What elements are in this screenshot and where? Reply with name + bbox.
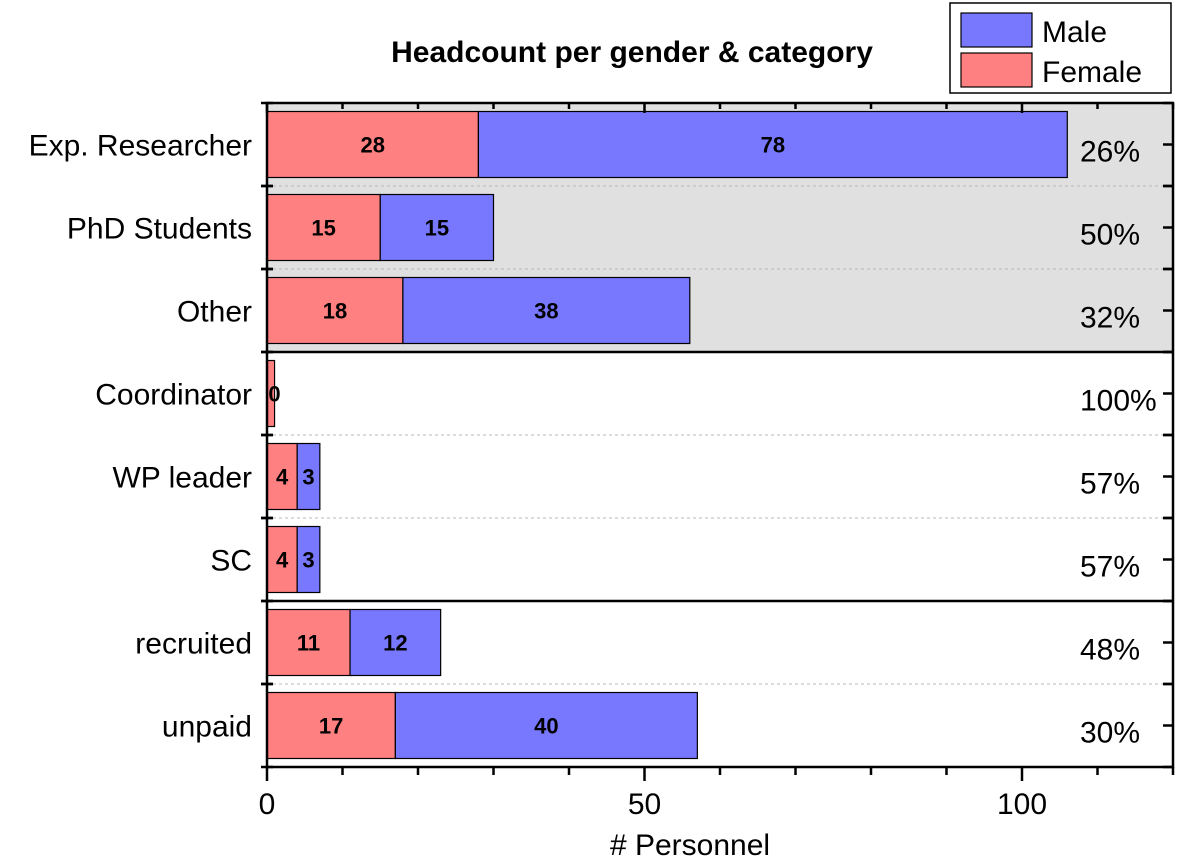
category-label-other: Other [177,296,252,329]
category-label-exp-researcher: Exp. Researcher [29,130,252,163]
category-label-sc: SC [210,545,252,578]
bar-value-female-other: 18 [323,299,347,324]
bar-value-female-recruited: 11 [297,631,320,656]
bars [266,110,1068,760]
grid-lines [267,185,1173,685]
legend-label-male: Male [1042,16,1107,49]
percent-label-exp-researcher: 26% [1080,136,1140,169]
bar-male-sc [296,525,321,594]
percent-label-sc: 57% [1080,551,1140,584]
bar-male-unpaid [394,691,698,760]
percent-label-wp-leader: 57% [1080,468,1140,501]
legend-swatch-female [960,52,1033,88]
bar-value-female-wp-leader: 4 [276,465,289,490]
bar-male-exp-researcher [477,110,1068,179]
legend: Male Female [949,2,1172,94]
x-tick-label: 0 [259,788,276,821]
category-label-wp-leader: WP leader [112,462,252,495]
bar-female-unpaid [266,691,396,760]
category-label-recruited: recruited [135,628,252,661]
bar-female-recruited [266,608,351,677]
bar-value-male-other: 38 [534,299,558,324]
bar-male-other [402,276,691,345]
bar-male-recruited [349,608,442,677]
bar-value-male-unpaid: 40 [534,714,558,739]
percent-label-phd-students: 50% [1080,219,1140,252]
category-label-phd-students: PhD Students [67,213,252,246]
bar-value-male-coordinator: 0 [268,382,280,407]
bar-value-male-recruited: 12 [383,631,407,656]
percent-label-recruited: 48% [1080,634,1140,667]
x-axis-title: # Personnel [610,829,770,861]
bar-male-phd-students [379,193,495,262]
bar-value-male-phd-students: 15 [425,216,449,241]
bar-value-male-exp-researcher: 78 [761,133,785,158]
percent-label-other: 32% [1080,302,1140,335]
labels: 28 78 Exp. Researcher 26% 15 15 PhD Students 50… [29,130,1157,822]
bar-female-exp-researcher [266,110,479,179]
bar-value-female-sc: 4 [276,548,289,573]
chart-title: Headcount per gender & category [391,36,873,69]
bar-male-wp-leader [296,442,321,511]
bar-value-female-exp-researcher: 28 [360,133,384,158]
percent-label-unpaid: 30% [1080,717,1140,750]
bar-value-male-wp-leader: 3 [302,465,314,490]
legend-swatch-male [960,12,1033,48]
x-tick-label: 50 [628,788,661,821]
bar-value-female-phd-students: 15 [311,216,335,241]
percent-label-coordinator: 100% [1080,385,1157,418]
category-label-coordinator: Coordinator [95,379,252,412]
ticks [261,101,1175,781]
legend-label-female: Female [1042,56,1142,89]
bar-value-male-sc: 3 [302,548,314,573]
bar-value-female-unpaid: 17 [319,714,343,739]
category-label-unpaid: unpaid [162,711,252,744]
x-tick-label: 100 [997,788,1047,821]
bar-female-wp-leader [266,442,298,511]
